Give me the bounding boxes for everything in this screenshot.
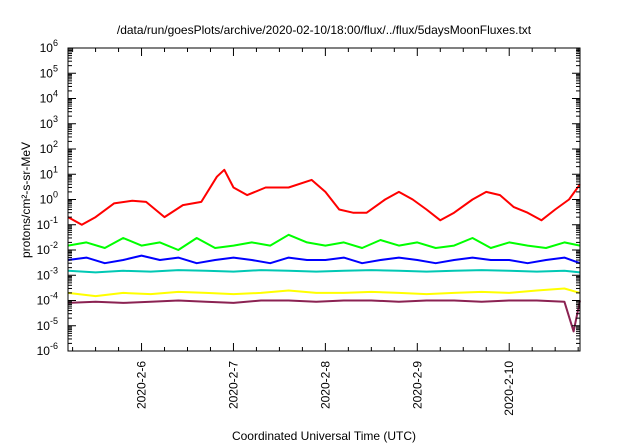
y-tick-label: 100 <box>40 190 58 207</box>
y-tick-label: 10-3 <box>37 265 58 282</box>
series-line-1 <box>67 168 581 226</box>
y-tick-label: 10-1 <box>37 215 58 232</box>
series-line-3 <box>67 254 581 265</box>
series-line-6 <box>67 299 581 333</box>
y-tick-label: 103 <box>40 114 58 131</box>
x-tick-label: 2020-2-10 <box>502 361 516 416</box>
x-tick-label: 2020-2-6 <box>135 361 149 409</box>
y-tick-label: 10-2 <box>37 240 58 257</box>
x-tick-label: 2020-2-9 <box>410 361 424 409</box>
y-tick-label: 105 <box>40 63 58 80</box>
y-tick-label: 106 <box>40 38 58 55</box>
y-tick-label: 104 <box>40 89 58 106</box>
x-ticks: 2020-2-6 2020-2-7 2020-2-8 2020-2-9 2020-2-1… <box>72 48 579 416</box>
series-line-4 <box>67 269 581 274</box>
y-ticks: 10-6 10-5 10-4 10-3 10-2 10-1 100 101 102 103 104 1… <box>37 38 580 358</box>
y-tick-label: 10-6 <box>37 341 58 358</box>
y-tick-label: 10-5 <box>37 316 58 333</box>
y-tick-label: 101 <box>40 164 58 181</box>
x-tick-label: 2020-2-7 <box>226 361 240 409</box>
y-tick-label: 102 <box>40 139 58 156</box>
series-line-5 <box>67 287 581 298</box>
series-lines <box>67 168 581 333</box>
y-tick-label: 10-4 <box>37 291 58 308</box>
x-axis-label: Coordinated Universal Time (UTC) <box>232 429 416 443</box>
y-axis-label: protons/cm²-s-sr-MeV <box>19 142 33 258</box>
series-line-2 <box>67 233 581 251</box>
chart-title: /data/run/goesPlots/archive/2020-02-10/1… <box>117 23 532 37</box>
x-tick-label: 2020-2-8 <box>318 361 332 409</box>
